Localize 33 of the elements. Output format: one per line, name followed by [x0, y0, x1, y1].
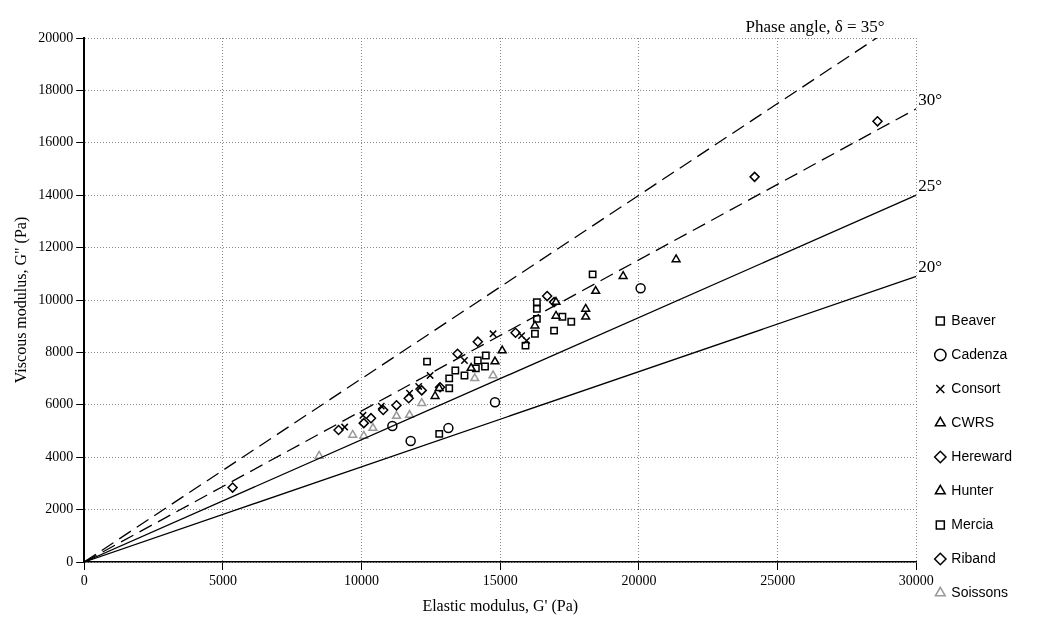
y-tick-label: 2000 — [45, 501, 74, 517]
legend-label: Soissons — [951, 583, 1009, 600]
y-tick-label: 10000 — [38, 291, 74, 307]
legend-label: Cadenza — [951, 345, 1008, 362]
legend-label: Mercia — [951, 515, 994, 532]
series-label: 20° — [918, 257, 943, 277]
x-tick-label: 20000 — [621, 573, 657, 589]
legend-label: Hunter — [951, 481, 994, 498]
y-tick-label: 20000 — [38, 29, 74, 45]
legend-label: Consort — [951, 379, 1001, 396]
legend-label: Riband — [951, 549, 996, 566]
x-tick-label: 10000 — [344, 573, 380, 589]
series-label: 25° — [918, 176, 943, 196]
legend-label: CWRS — [951, 413, 995, 430]
legend-label: Beaver — [951, 311, 997, 328]
y-tick-label: 12000 — [38, 239, 74, 255]
x-tick-label: 0 — [80, 573, 88, 589]
legend-label: Hereward — [951, 447, 1013, 464]
x-tick-label: 15000 — [482, 573, 518, 589]
y-axis-title: Viscous modulus, G" (Pa) — [11, 216, 30, 384]
x-tick-label: 5000 — [208, 573, 237, 589]
series-label: 30° — [918, 89, 943, 109]
y-tick-label: 18000 — [38, 82, 74, 98]
series-label: Phase angle, δ = 35° — [745, 16, 885, 36]
y-tick-label: 0 — [66, 553, 74, 569]
x-tick-label: 25000 — [760, 573, 796, 589]
y-tick-label: 8000 — [45, 344, 74, 360]
y-tick-label: 16000 — [38, 134, 74, 150]
y-tick-label: 14000 — [38, 186, 74, 202]
x-axis-title: Elastic modulus, G' (Pa) — [422, 596, 579, 615]
y-tick-label: 6000 — [45, 396, 74, 412]
x-tick-label: 30000 — [898, 573, 934, 589]
y-tick-label: 4000 — [45, 448, 74, 464]
